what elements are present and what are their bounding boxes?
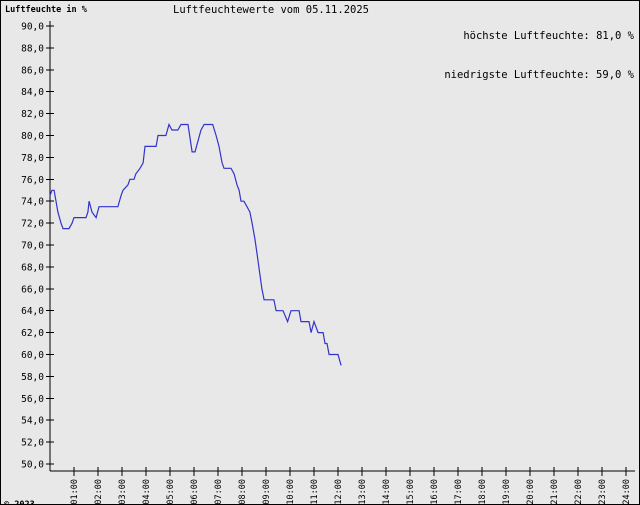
x-tick-label: 13:00	[358, 479, 368, 505]
y-tick-label: 80,0	[21, 131, 44, 142]
y-tick-label: 76,0	[21, 175, 44, 186]
y-tick-label: 60,0	[21, 350, 44, 361]
x-tick-label: 08:00	[238, 479, 248, 505]
y-tick-label: 90,0	[21, 22, 44, 33]
x-tick-label: 02:00	[94, 479, 104, 505]
x-tick-label: 09:00	[262, 479, 272, 505]
y-tick-label: 62,0	[21, 328, 44, 339]
stat-max-humidity: höchste Luftfeuchte: 81,0 %	[463, 30, 634, 42]
y-tick-label: 56,0	[21, 394, 44, 405]
x-tick-label: 04:00	[142, 479, 152, 505]
y-tick-label: 84,0	[21, 87, 44, 98]
y-tick-label: 70,0	[21, 241, 44, 252]
x-tick-label: 22:00	[574, 479, 584, 505]
x-tick-label: 16:00	[430, 479, 440, 505]
chart-title: Luftfeuchtewerte vom 05.11.2025	[173, 4, 369, 16]
x-tick-label: 18:00	[478, 479, 488, 505]
x-tick-label: 15:00	[406, 479, 416, 505]
y-axis-title: Luftfeuchte in %	[5, 5, 87, 15]
x-tick-label: 24:00	[622, 479, 632, 505]
y-tick-label: 78,0	[21, 153, 44, 164]
y-tick-label: 88,0	[21, 43, 44, 54]
x-tick-label: 17:00	[454, 479, 464, 505]
y-tick-label: 82,0	[21, 109, 44, 120]
x-tick-label: 06:00	[190, 479, 200, 505]
copyright-text: © 2023	[4, 500, 35, 505]
x-tick-label: 01:00	[70, 479, 80, 505]
stat-min-humidity: niedrigste Luftfeuchte: 59,0 %	[444, 69, 634, 81]
y-tick-label: 54,0	[21, 416, 44, 427]
x-tick-label: 14:00	[382, 479, 392, 505]
x-tick-label: 10:00	[286, 479, 296, 505]
y-tick-label: 64,0	[21, 306, 44, 317]
x-tick-label: 03:00	[118, 479, 128, 505]
y-tick-label: 68,0	[21, 262, 44, 273]
y-tick-label: 66,0	[21, 284, 44, 295]
footer-credit: © 2023 M. Ebrecht	[4, 475, 55, 505]
x-tick-label: 20:00	[526, 479, 536, 505]
x-tick-label: 11:00	[310, 479, 320, 505]
x-tick-label: 19:00	[502, 479, 512, 505]
humidity-series-line	[49, 122, 342, 366]
y-tick-label: 52,0	[21, 438, 44, 449]
y-tick-label: 86,0	[21, 65, 44, 76]
y-tick-label: 50,0	[21, 460, 44, 471]
y-tick-label: 74,0	[21, 197, 44, 208]
x-tick-label: 12:00	[334, 479, 344, 505]
x-tick-label: 05:00	[166, 479, 176, 505]
stats-block: höchste Luftfeuchte: 81,0 % niedrigste L…	[444, 4, 634, 108]
x-tick-label: 21:00	[550, 479, 560, 505]
x-tick-label: 23:00	[598, 479, 608, 505]
y-tick-label: 72,0	[21, 219, 44, 230]
x-tick-label: 07:00	[214, 479, 224, 505]
y-tick-label: 58,0	[21, 372, 44, 383]
